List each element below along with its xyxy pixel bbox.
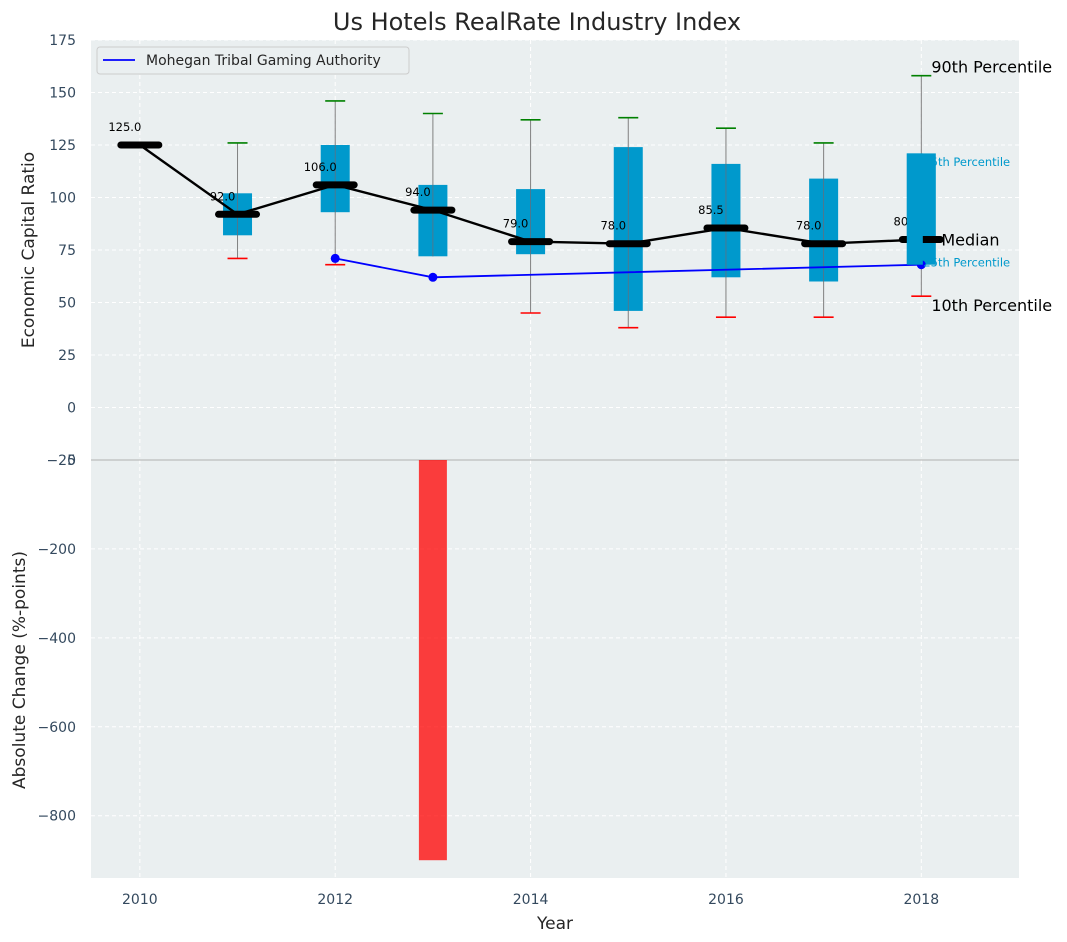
top-y-tick-label: −25 bbox=[46, 453, 76, 469]
annotation-p75: 75th Percentile bbox=[923, 155, 1010, 169]
bottom-y-tick-label: −600 bbox=[38, 720, 76, 736]
bottom-y-tick-label: −400 bbox=[38, 631, 76, 647]
bottom-y-axis: 0 −200 −400 −600 −800 bbox=[38, 453, 76, 825]
x-tick-label: 2018 bbox=[903, 892, 939, 908]
top-y-axis-label: Economic Capital Ratio bbox=[19, 152, 39, 348]
percentile-annotations: 90th Percentile 75th Percentile Median 25th… bbox=[906, 58, 1052, 315]
x-axis-label: Year bbox=[536, 914, 573, 934]
median-value-label: 85.5 bbox=[698, 203, 724, 217]
x-tick-label: 2014 bbox=[513, 892, 549, 908]
bottom-y-axis-label: Absolute Change (%-points) bbox=[10, 551, 30, 789]
top-y-tick-label: 125 bbox=[49, 138, 76, 154]
legend: Mohegan Tribal Gaming Authority bbox=[96, 46, 410, 75]
annotation-p25: 25th Percentile bbox=[923, 256, 1010, 270]
top-y-tick-label: 50 bbox=[58, 296, 76, 312]
x-axis: 2010 2012 2014 2016 2018 bbox=[122, 892, 939, 908]
bottom-panel-background bbox=[91, 460, 1019, 878]
top-y-tick-label: 0 bbox=[67, 401, 76, 417]
bottom-y-tick-label: −800 bbox=[38, 809, 76, 825]
x-tick-label: 2010 bbox=[122, 892, 158, 908]
bottom-y-tick-label: −200 bbox=[38, 542, 76, 558]
median-value-label: 78.0 bbox=[600, 219, 626, 233]
annotation-median: Median bbox=[941, 231, 999, 250]
median-value-label: 78.0 bbox=[796, 219, 822, 233]
top-y-tick-label: 25 bbox=[58, 348, 76, 364]
annotation-p90: 90th Percentile bbox=[931, 58, 1052, 77]
company-point bbox=[428, 272, 438, 282]
median-value-label: 125.0 bbox=[108, 120, 141, 134]
company-series bbox=[330, 253, 926, 282]
change-bars bbox=[418, 460, 447, 861]
top-y-tick-label: 75 bbox=[58, 243, 76, 259]
company-point bbox=[330, 253, 340, 263]
annotation-overlap-box bbox=[906, 153, 923, 265]
legend-box bbox=[96, 46, 410, 75]
chart-title: Us Hotels RealRate Industry Index bbox=[333, 8, 741, 36]
median-value-label: 106.0 bbox=[304, 160, 337, 174]
x-tick-label: 2016 bbox=[708, 892, 744, 908]
change-bar bbox=[418, 460, 447, 861]
grid bbox=[91, 39, 1019, 878]
median-value-label: 92.0 bbox=[210, 189, 236, 203]
top-y-tick-label: 100 bbox=[49, 191, 76, 207]
annotation-p10: 10th Percentile bbox=[931, 296, 1052, 315]
median-value-label: 94.0 bbox=[405, 185, 431, 199]
median-value-label: 79.0 bbox=[503, 217, 529, 231]
x-tick-label: 2012 bbox=[317, 892, 353, 908]
top-y-tick-label: 175 bbox=[49, 33, 76, 49]
bottom-y-tick-label: 0 bbox=[67, 453, 76, 469]
legend-label: Mohegan Tribal Gaming Authority bbox=[146, 53, 381, 69]
top-y-tick-label: 150 bbox=[49, 86, 76, 102]
